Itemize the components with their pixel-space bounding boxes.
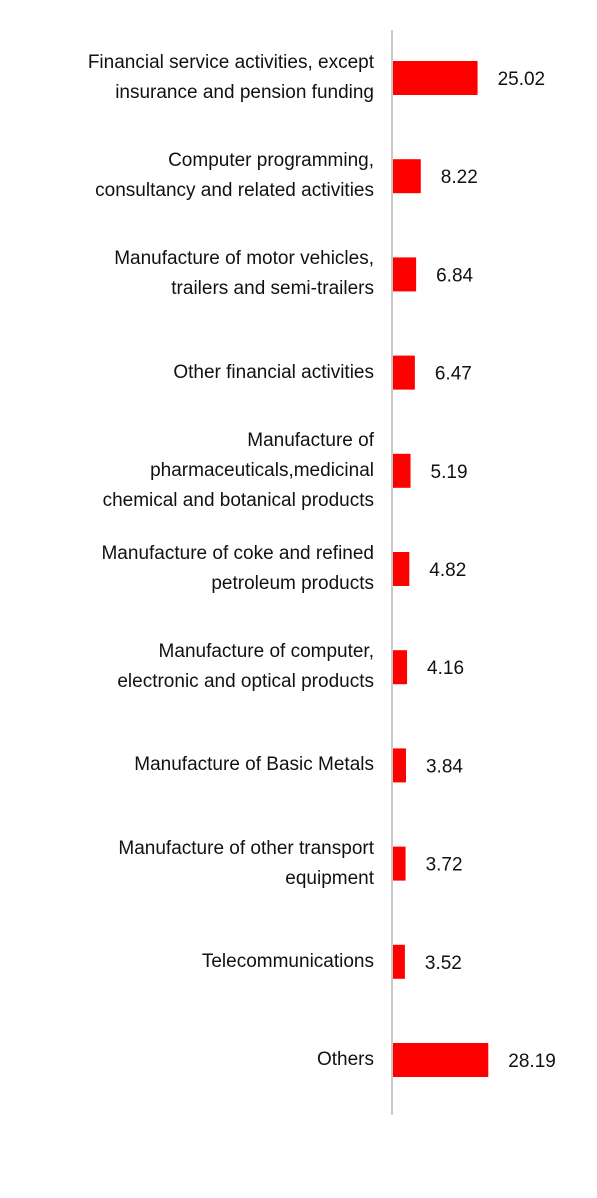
bar — [393, 552, 410, 586]
category-label: Manufacture of other transport equipment — [118, 837, 374, 889]
bar — [393, 61, 478, 95]
bar — [393, 846, 406, 881]
category-label: Computer programming, consultancy and re… — [95, 150, 374, 202]
data-label: 5.19 — [431, 462, 468, 483]
category-label: Others — [316, 1049, 374, 1070]
data-label: 6.84 — [436, 265, 473, 286]
data-label: 3.72 — [426, 855, 463, 876]
bar — [393, 650, 408, 685]
data-label: 4.16 — [427, 658, 464, 679]
data-label: 6.47 — [435, 364, 472, 385]
bar — [393, 1043, 489, 1077]
category-label: Telecommunications — [201, 950, 374, 972]
data-label: 25.02 — [498, 69, 546, 90]
category-label: Financial service activities, except ins… — [87, 52, 374, 103]
data-label: 28.19 — [508, 1051, 556, 1072]
category-label: Manufacture of coke and refined petroleu… — [101, 543, 374, 594]
data-label: 4.82 — [429, 560, 466, 581]
bar — [393, 453, 411, 488]
bar — [393, 159, 421, 194]
category-label: Manufacture of Basic Metals — [134, 754, 374, 776]
category-label: Manufacture of pharmaceuticals,medicinal… — [102, 429, 374, 511]
bar — [393, 944, 405, 979]
bar — [393, 257, 417, 292]
bar — [393, 355, 415, 390]
bar — [393, 748, 406, 783]
data-label: 3.52 — [425, 953, 462, 974]
category-label: Other financial activities — [173, 361, 374, 383]
category-label: Manufacture of computer, electronic and … — [117, 641, 374, 693]
data-label: 3.84 — [426, 756, 463, 777]
data-label: 8.22 — [441, 167, 478, 188]
category-label: Manufacture of motor vehicles, trailers … — [114, 248, 374, 300]
